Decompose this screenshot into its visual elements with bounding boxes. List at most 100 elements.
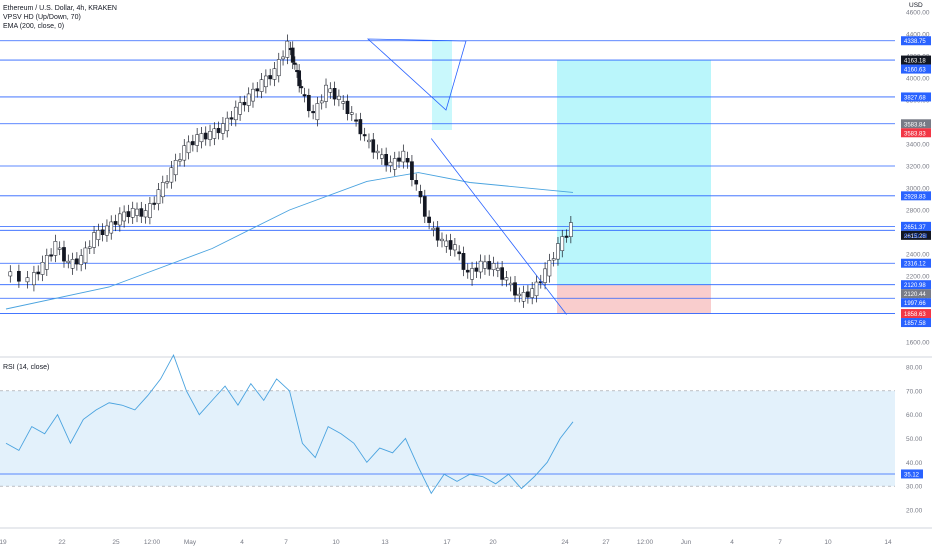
candle-body — [297, 70, 302, 87]
time-tick-label: 12:00 — [637, 539, 654, 546]
price-badge — [901, 258, 931, 268]
candle-body — [414, 180, 419, 185]
price-tick-label: 3200.00 — [906, 164, 930, 171]
price-badge-label: 4163.18 — [904, 59, 926, 65]
candle-body — [8, 271, 13, 277]
candle-body — [405, 158, 410, 163]
time-tick-label: 17 — [443, 539, 451, 546]
price-badge — [901, 36, 931, 46]
candle-body — [152, 202, 157, 205]
candle-body — [534, 281, 539, 297]
price-badge-label: 3827.68 — [904, 95, 926, 101]
candle-body — [182, 145, 187, 161]
symbol-legend[interactable]: Ethereum / U.S. Dollar, 4h, KRAKEN — [3, 5, 117, 12]
rsi-tick-label: 70.00 — [906, 388, 923, 395]
candle-body — [229, 117, 234, 120]
target-zone — [557, 60, 711, 285]
candle-body — [66, 260, 71, 263]
candle-body — [551, 258, 556, 261]
candle-body — [457, 251, 462, 255]
candle-body — [349, 112, 354, 115]
price-badge — [901, 309, 931, 319]
bar-countdown: 02:39:48 — [904, 234, 928, 240]
candle-body — [448, 240, 453, 250]
candle-body — [44, 255, 49, 270]
price-tick-label: 2800.00 — [906, 208, 930, 215]
candle-body — [233, 106, 238, 121]
candle-body — [143, 210, 148, 218]
candle-body — [246, 93, 251, 106]
candle-body — [285, 40, 290, 58]
stop-zone — [557, 284, 711, 314]
price-badge-label: 3583.83 — [904, 131, 926, 137]
candle-body — [53, 241, 58, 256]
price-badge — [901, 191, 931, 201]
time-tick-label: 12:00 — [144, 539, 161, 546]
candle-body — [36, 271, 41, 275]
time-tick-label: 14 — [884, 539, 892, 546]
candle-body — [173, 160, 178, 176]
time-tick-label: 25 — [112, 539, 120, 546]
time-tick-label: 7 — [778, 539, 782, 546]
price-tick-label: 4000.00 — [906, 76, 930, 83]
price-badge — [901, 289, 931, 299]
price-badge — [901, 128, 931, 138]
candle-body — [547, 260, 552, 277]
rsi-tick-label: 60.00 — [906, 412, 923, 419]
candle-body — [148, 203, 152, 218]
currency-label: USD — [909, 2, 923, 9]
candle-body — [392, 158, 397, 170]
price-tick-label: 3000.00 — [906, 186, 930, 193]
candle-body — [169, 167, 174, 183]
candle-body — [487, 261, 492, 270]
candle-body — [362, 134, 367, 137]
candle-body — [75, 258, 79, 265]
candle-body — [122, 211, 126, 222]
time-tick-label: 10 — [332, 539, 340, 546]
candle-body — [126, 211, 131, 218]
price-tick-label: 2200.00 — [906, 274, 930, 281]
time-tick-label: 7 — [284, 539, 288, 546]
ema-indicator-legend[interactable]: EMA (200, close, 0) — [3, 23, 65, 30]
candle-body — [17, 270, 21, 282]
candle-body — [556, 243, 560, 260]
candle-body — [299, 86, 304, 89]
candle-body — [311, 111, 315, 114]
rsi-band — [0, 390, 895, 487]
candle-body — [87, 246, 92, 249]
price-tick-label: 3400.00 — [906, 142, 930, 149]
candle-body — [444, 240, 449, 247]
candle-body — [358, 119, 363, 135]
candle-body — [526, 291, 530, 298]
candle-body — [70, 259, 75, 269]
candle-body — [508, 282, 513, 286]
candle-body — [431, 227, 436, 231]
candle-body — [345, 100, 350, 114]
price-tick-label: 4400.00 — [906, 32, 930, 39]
candle-body — [255, 88, 260, 92]
price-badge — [901, 64, 931, 74]
candle-body — [203, 132, 208, 140]
candle-body — [100, 229, 105, 236]
price-badge — [901, 298, 931, 308]
candle-body — [96, 230, 101, 240]
candle-body — [453, 244, 457, 251]
candle-body — [564, 235, 569, 238]
candle-body — [302, 94, 307, 97]
candle-body — [435, 227, 440, 241]
candle-body — [165, 181, 169, 184]
rsi-line — [5, 353, 574, 495]
candle-body — [461, 253, 466, 270]
ema-200-line — [5, 172, 574, 310]
rsi-indicator-legend[interactable]: RSI (14, close) — [3, 364, 50, 371]
candle-body — [293, 62, 297, 65]
vpsv-indicator-legend[interactable]: VPSV HD (Up/Down, 70) — [3, 14, 81, 21]
candle-body — [543, 268, 547, 283]
candle-body — [401, 150, 406, 163]
price-badge-label: 2615.28 — [904, 234, 926, 240]
session-highlight — [432, 40, 452, 130]
rsi-tick-label: 30.00 — [906, 484, 923, 491]
candle-body — [156, 189, 161, 205]
